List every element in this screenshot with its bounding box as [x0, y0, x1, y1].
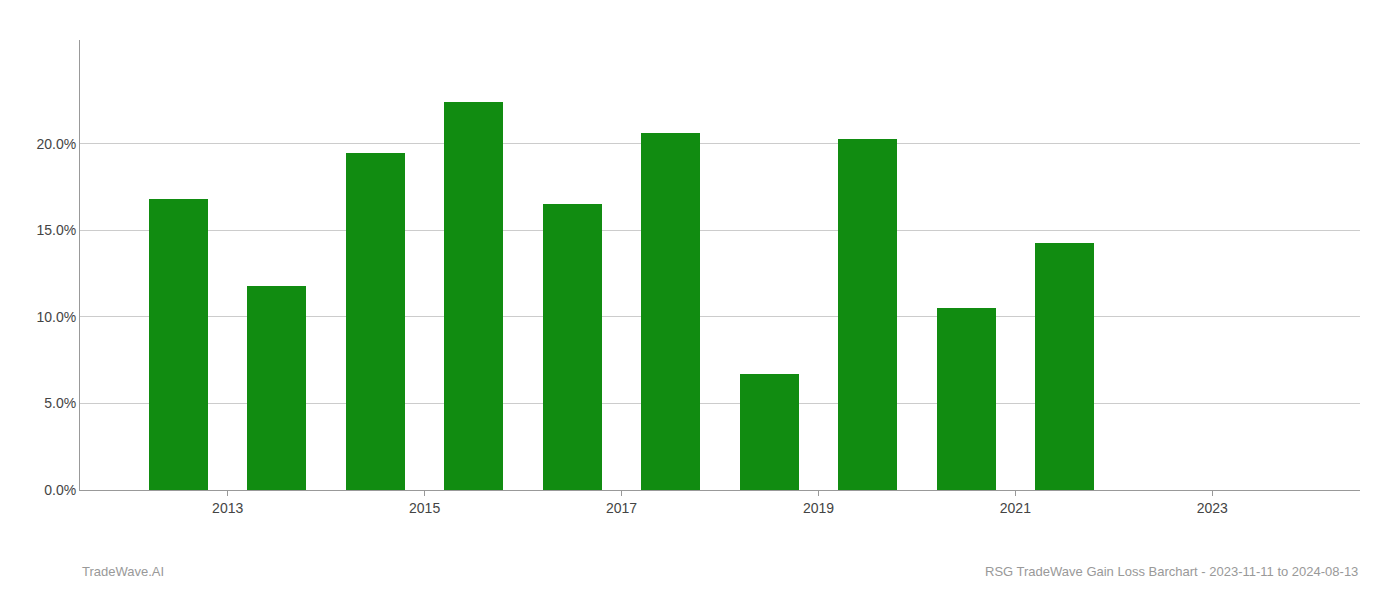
svg-text:10.0%: 10.0% [36, 309, 76, 325]
svg-text:2021: 2021 [1000, 500, 1031, 516]
svg-text:5.0%: 5.0% [44, 395, 76, 411]
svg-text:0.0%: 0.0% [44, 482, 76, 498]
svg-text:20.0%: 20.0% [36, 136, 76, 152]
svg-text:15.0%: 15.0% [36, 222, 76, 238]
svg-text:2015: 2015 [409, 500, 440, 516]
svg-text:2023: 2023 [1197, 500, 1228, 516]
svg-text:2017: 2017 [606, 500, 637, 516]
svg-text:2013: 2013 [212, 500, 243, 516]
svg-text:TradeWave.AI: TradeWave.AI [82, 564, 164, 579]
svg-text:RSG TradeWave Gain Loss Barcha: RSG TradeWave Gain Loss Barchart - 2023-… [985, 564, 1358, 579]
svg-text:2019: 2019 [803, 500, 834, 516]
